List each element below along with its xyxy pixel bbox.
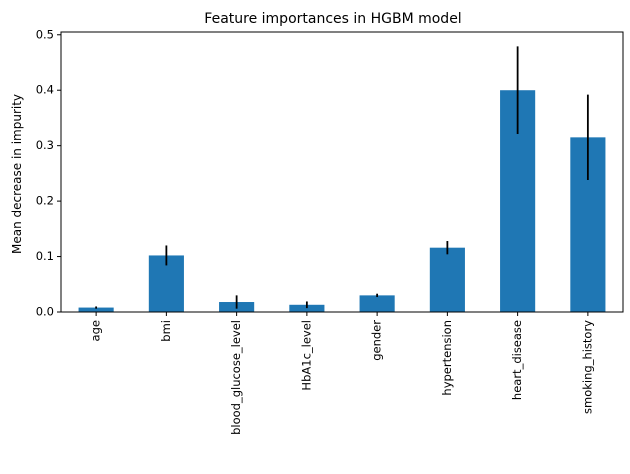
y-tick-label-0.0: 0.0 [36,305,54,319]
error-bars-layer [95,46,589,309]
axes-layer [60,31,624,313]
y-tick-label-0.3: 0.3 [36,138,54,152]
y-ticks-layer: 0.0 0.1 0.2 0.3 0.4 0.5 [36,27,61,319]
plot-frame [60,31,624,313]
bars-layer [78,90,606,312]
x-tick-label-HbA1c_level: HbA1c_level [299,320,313,391]
bar-hypertension [429,247,465,312]
y-tick-label-0.5: 0.5 [36,27,54,41]
bar-age [78,307,114,312]
x-tick-label-heart_disease: heart_disease [510,320,524,400]
x-tick-label-bmi: bmi [159,320,173,342]
x-tick-label-blood_glucose_level: blood_glucose_level [229,320,243,435]
x-tick-label-age: age [89,320,103,341]
bar-HbA1c_level [289,304,325,312]
x-tick-label-gender: gender [370,320,384,361]
y-tick-label-0.1: 0.1 [36,249,54,263]
y-tick-label-0.2: 0.2 [36,194,54,208]
bar-gender [359,295,395,312]
chart-title: Feature importances in HGBM model [204,11,461,27]
y-tick-label-0.4: 0.4 [36,83,54,97]
x-tick-label-smoking_history: smoking_history [580,320,594,414]
x-tick-label-hypertension: hypertension [440,320,454,396]
x-ticks-layer: age bmi blood_glucose_level HbA1c_level gend… [89,312,594,435]
y-axis-label: Mean decrease in impurity [10,94,24,254]
